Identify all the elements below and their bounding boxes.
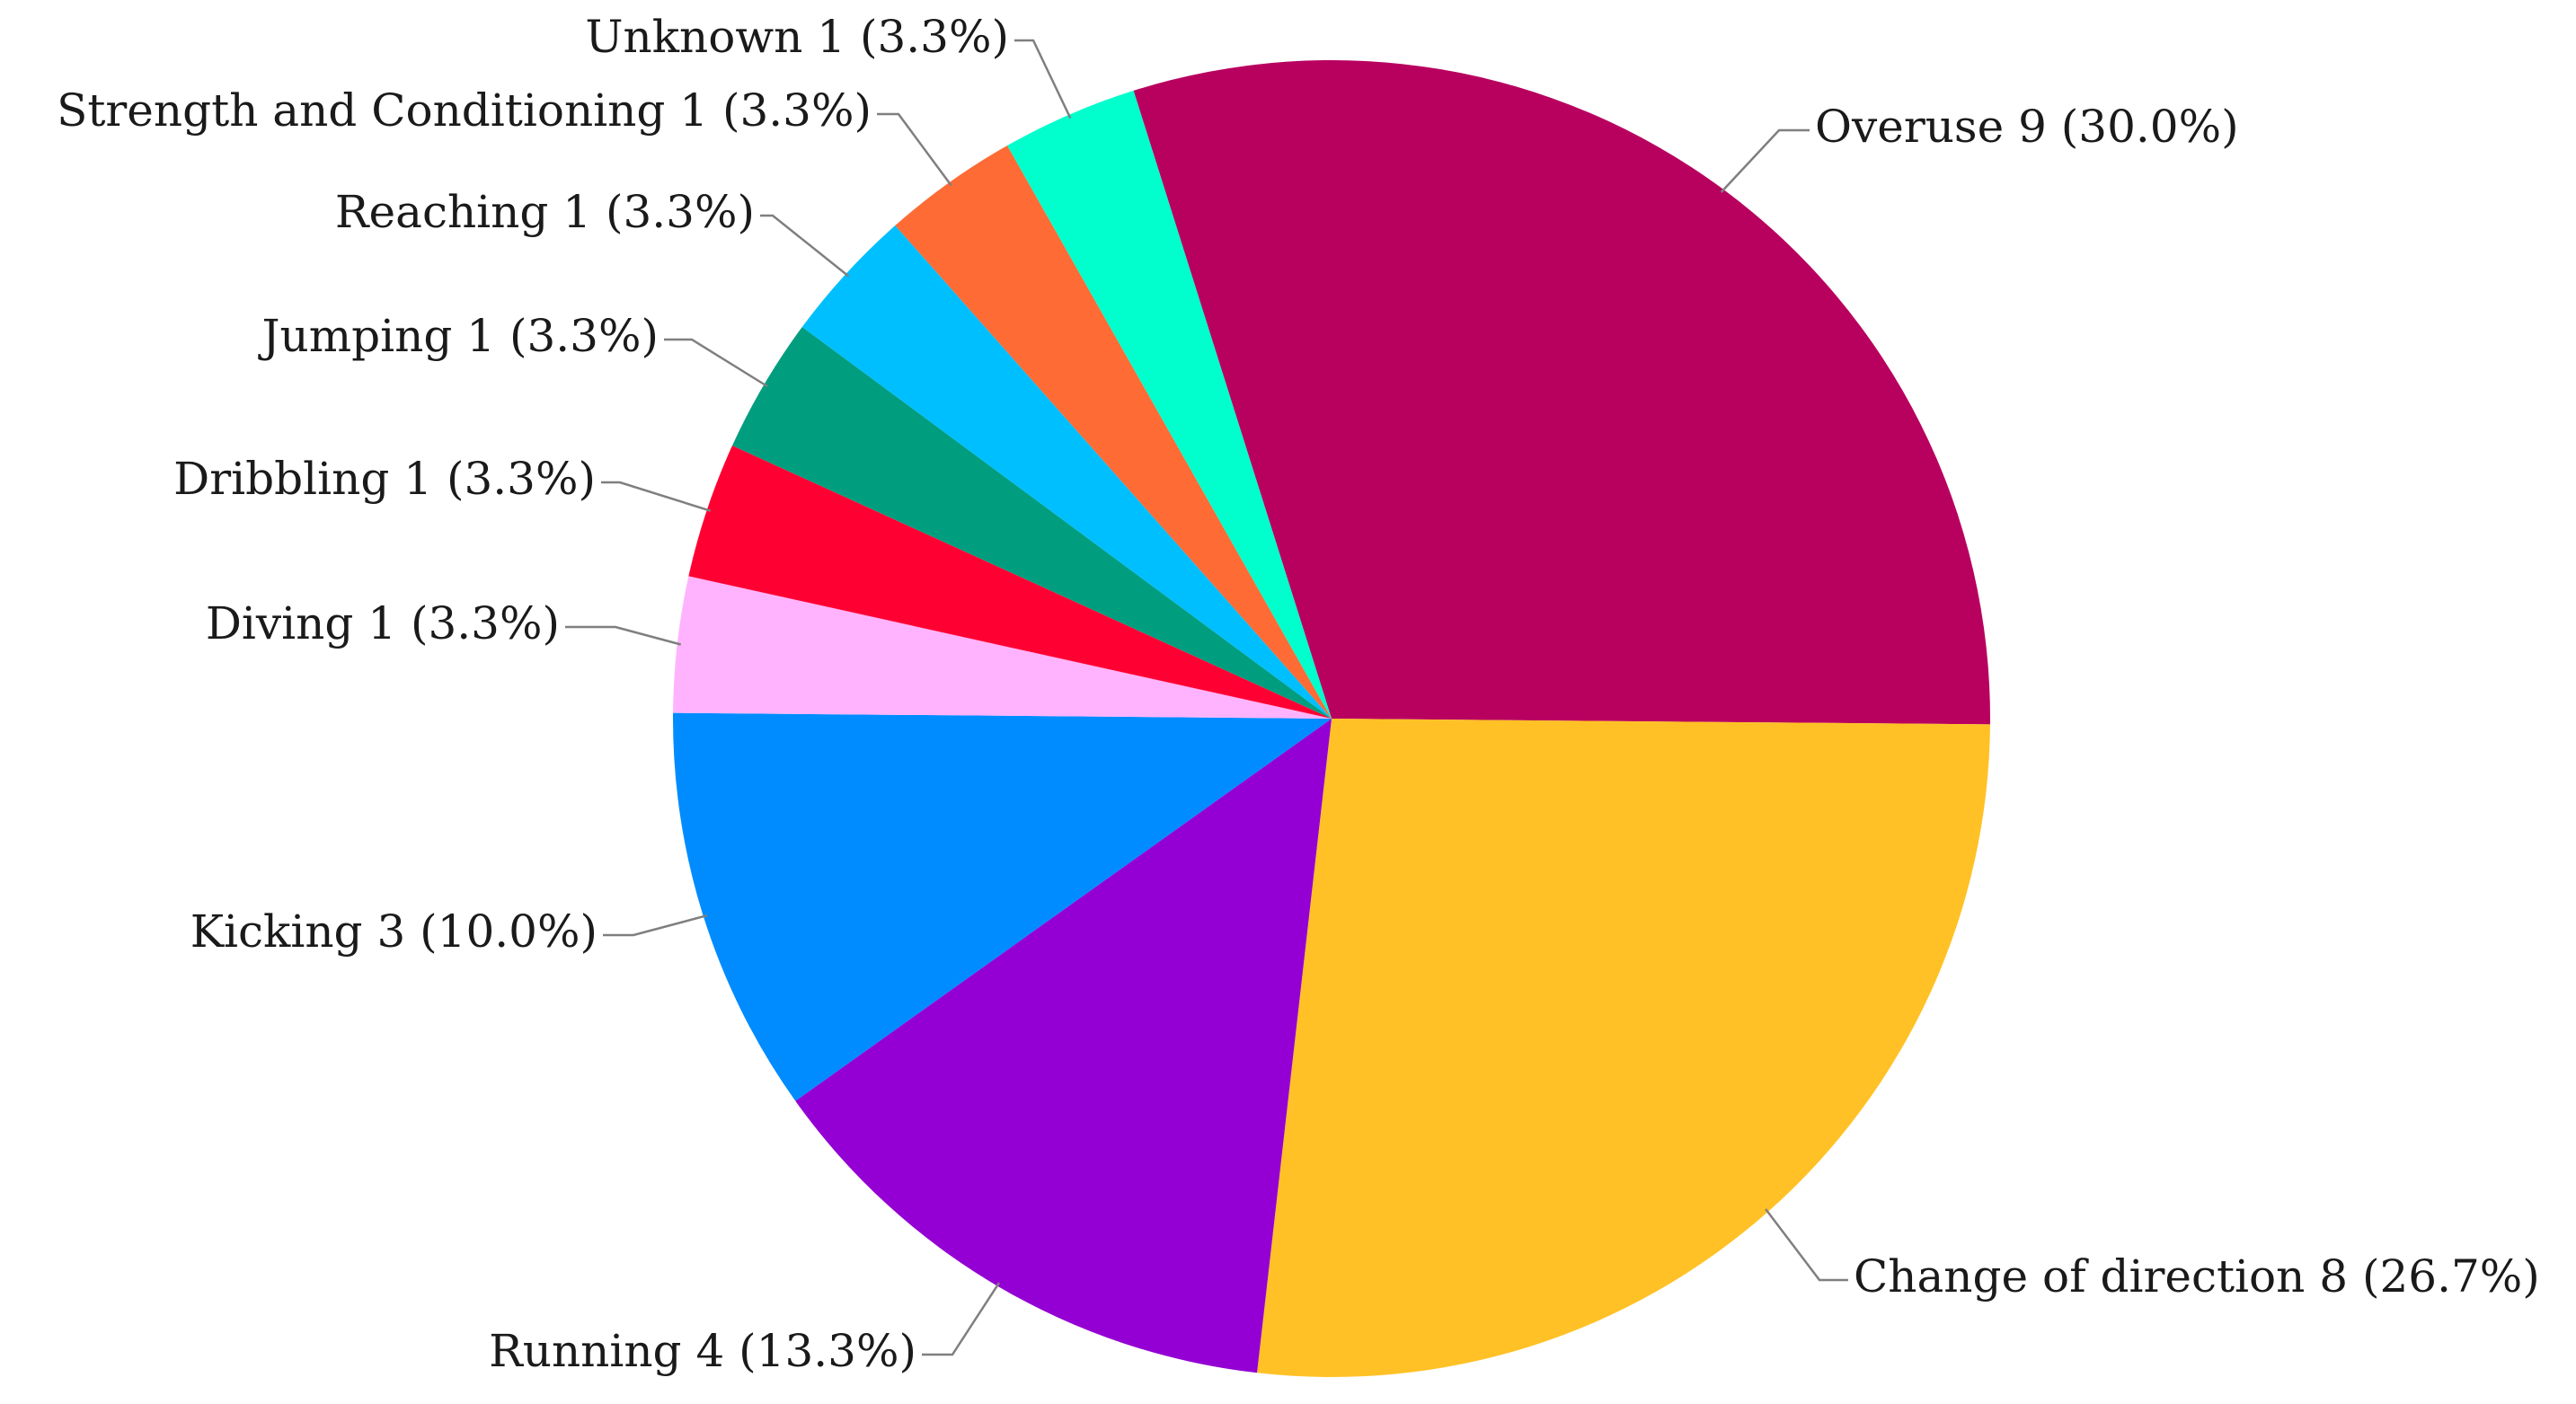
- pie-slice-kicking: [673, 712, 1332, 1101]
- labels-layer: Overuse 9 (30.0%) Change of direction 8 (…: [57, 11, 2540, 1377]
- pie-slice-running: [795, 719, 1332, 1373]
- slice-label-unknown: Unknown 1 (3.3%): [585, 11, 1009, 63]
- leader-line-strength-and-conditioning: [877, 112, 952, 187]
- pie-slice-overuse: [1133, 60, 1990, 725]
- leader-line-unknown: [1014, 39, 1072, 119]
- pie-slice-reaching: [801, 225, 1332, 719]
- leader-line-jumping: [664, 338, 768, 388]
- slice-label-reaching: Reaching 1 (3.3%): [335, 186, 755, 238]
- slices-layer: [673, 60, 1990, 1378]
- leader-line-change-of-direction: [1765, 1208, 1848, 1282]
- leader-line-kicking: [603, 914, 708, 937]
- pie-slice-unknown: [1007, 90, 1332, 720]
- slice-label-dribbling: Dribbling 1 (3.3%): [173, 453, 596, 505]
- slice-label-change-of-direction: Change of direction 8 (26.7%): [1854, 1250, 2540, 1302]
- slice-label-running: Running 4 (13.3%): [489, 1325, 916, 1377]
- slice-label-diving: Diving 1 (3.3%): [206, 597, 560, 649]
- leader-line-overuse: [1720, 128, 1810, 193]
- slice-label-strength-and-conditioning: Strength and Conditioning 1 (3.3%): [57, 84, 872, 137]
- leader-line-reaching: [760, 214, 850, 278]
- slice-label-jumping: Jumping 1 (3.3%): [257, 310, 659, 362]
- leader-line-diving: [565, 625, 682, 646]
- pie-slice-strength-and-conditioning: [895, 146, 1332, 719]
- pie-slice-dribbling: [688, 446, 1332, 719]
- pie-slice-change-of-direction: [1257, 719, 1990, 1378]
- leader-line-running: [922, 1282, 1001, 1356]
- pie-slice-diving: [673, 576, 1332, 719]
- slice-label-kicking: Kicking 3 (10.0%): [190, 905, 598, 958]
- leader-line-dribbling: [601, 481, 712, 512]
- leader-lines-layer: [565, 39, 1848, 1356]
- pie-slice-jumping: [732, 326, 1332, 719]
- slice-label-overuse: Overuse 9 (30.0%): [1815, 101, 2239, 153]
